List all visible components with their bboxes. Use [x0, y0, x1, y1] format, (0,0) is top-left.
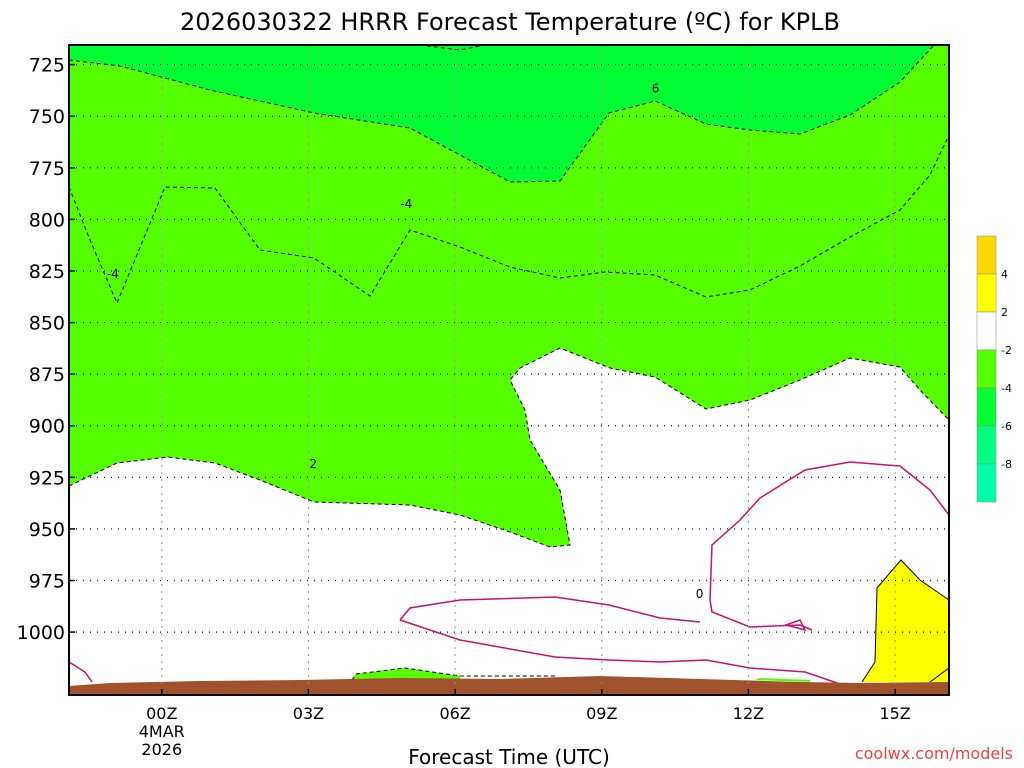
x-tick-label: 15Z	[879, 704, 910, 723]
contour-labels: -4 -4 6 2 0	[107, 81, 704, 601]
colorbar-bin	[976, 349, 997, 389]
colorbar-bin	[976, 425, 997, 465]
band-minus4	[69, 44, 949, 303]
contour-label: -4	[400, 197, 412, 211]
contour-surface	[351, 667, 555, 681]
plot-frame	[68, 44, 950, 696]
y-tick-label: 775	[29, 158, 65, 180]
y-tick-label: 875	[29, 364, 65, 386]
zero-contour-loop	[783, 619, 807, 632]
band-minus6	[69, 44, 949, 182]
colorbar-label: -8	[1001, 458, 1012, 471]
contour-label: 2	[310, 457, 318, 471]
contour-minus2	[68, 347, 950, 548]
zero-contour-main	[399, 596, 841, 685]
plot-area: -4 -4 6 2 0	[68, 43, 950, 696]
contour-minus8	[419, 44, 486, 51]
y-tick-label: 950	[29, 519, 65, 541]
y-tick-label: 825	[29, 261, 65, 283]
y-axis: 725 750 775 800 825 850 875 900 925 950 975 1000	[17, 55, 75, 644]
x-axis-label: Forecast Time (UTC)	[408, 745, 610, 768]
colorbar-bin	[976, 273, 997, 313]
colorbar-label: -4	[1001, 382, 1012, 395]
zero-contour-right	[709, 461, 950, 631]
y-tick-label: 925	[29, 467, 65, 489]
x-tick-label: 03Z	[293, 704, 324, 723]
zero-contours	[68, 461, 950, 685]
contour-label: 0	[696, 587, 704, 601]
y-tick-label: 800	[29, 209, 65, 231]
credit-text: coolwx.com/models	[855, 744, 1013, 763]
x-tick-label: 06Z	[439, 704, 470, 723]
colorbar: 4 2 -2 -4 -6 -8	[976, 235, 1012, 503]
surface-blob-2	[755, 678, 810, 682]
colorbar-label: 2	[1001, 306, 1008, 319]
x-tick-label: 00Z	[146, 704, 177, 723]
band-minus2	[69, 135, 949, 547]
chart-title: 2026030322 HRRR Forecast Temperature (ºC…	[180, 8, 840, 36]
contour-label: -4	[107, 267, 119, 281]
y-tick-label: 975	[29, 571, 65, 593]
x-tick-date: 4MAR	[139, 722, 185, 741]
contour-minus4	[68, 134, 950, 305]
colorbar-bin	[976, 463, 997, 503]
colorbar-bin	[976, 387, 997, 427]
colorbar-bin	[976, 235, 997, 275]
y-tick-label: 850	[29, 313, 65, 335]
contour-minus6	[68, 43, 936, 183]
warm-outline	[861, 559, 950, 683]
colorbar-bin	[976, 311, 997, 351]
x-tick-label: 12Z	[733, 704, 764, 723]
ground	[69, 676, 949, 695]
warm-outline-2	[929, 667, 950, 683]
colorbar-label: 4	[1001, 268, 1008, 281]
warm-region	[862, 560, 949, 682]
colorbar-label: -2	[1001, 344, 1012, 357]
contour-lines	[68, 43, 950, 681]
zero-contour-left	[68, 661, 93, 683]
contour-label: 6	[652, 81, 660, 95]
y-tick-label: 750	[29, 106, 65, 128]
x-tick-year: 2026	[141, 740, 182, 759]
y-tick-label: 725	[29, 55, 65, 77]
y-tick-label: 900	[29, 416, 65, 438]
y-tick-label: 1000	[17, 622, 65, 644]
colorbar-label: -6	[1001, 420, 1012, 433]
x-tick-label: 09Z	[586, 704, 617, 723]
